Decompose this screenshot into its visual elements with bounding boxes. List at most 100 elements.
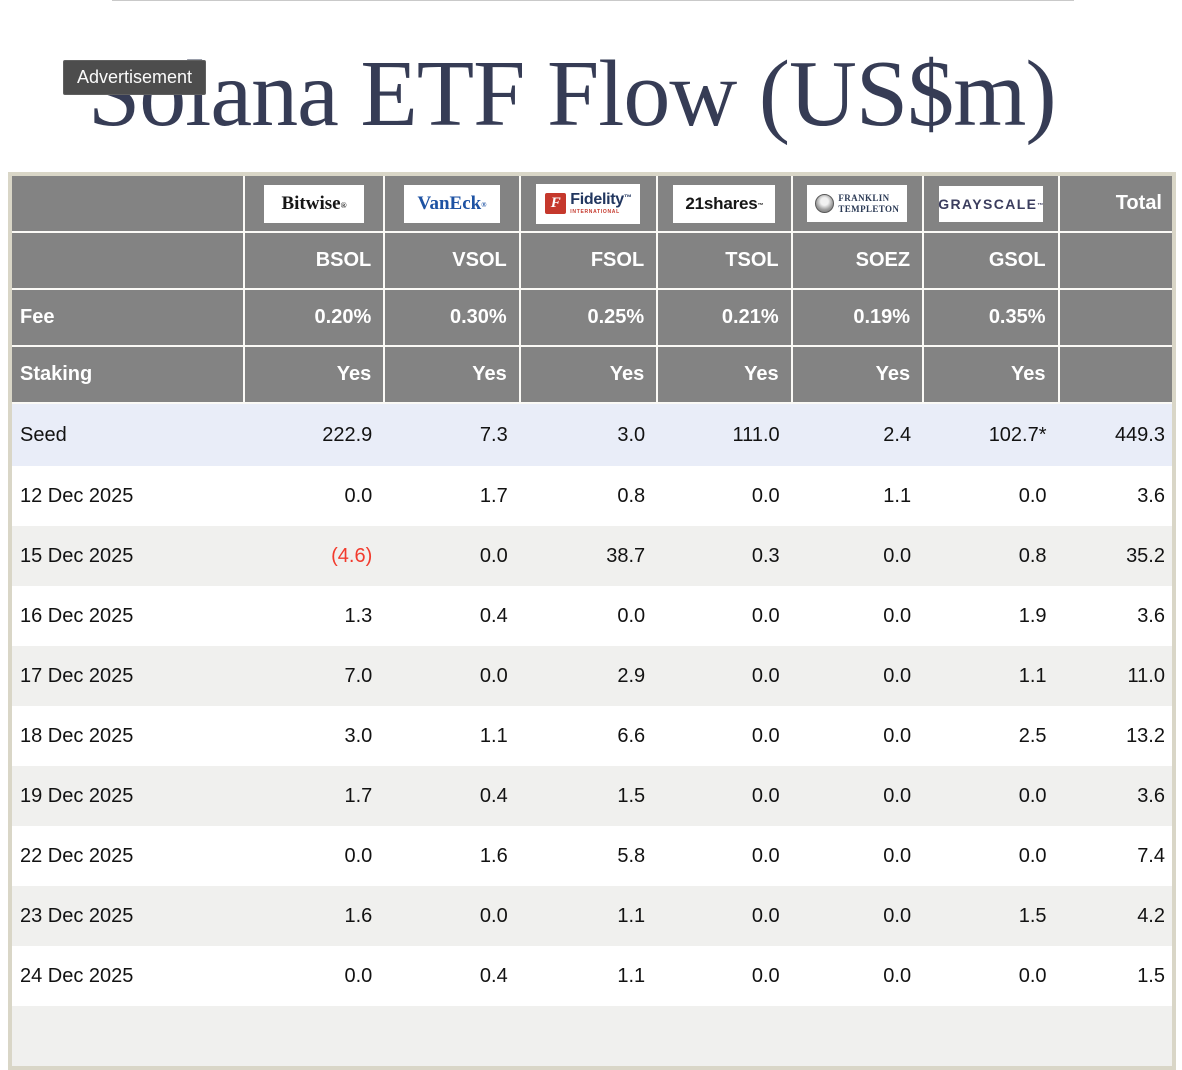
vaneck-logo: VanEck ® (403, 184, 500, 223)
value-cell: 1.7 (243, 766, 385, 826)
value-cell: 0.30% (383, 288, 521, 347)
value-cell: Yes (242, 345, 386, 404)
total-cell: 7.4 (1058, 826, 1174, 886)
value-cell: Yes (790, 345, 925, 404)
value-cell: 0.0 (519, 586, 658, 646)
value-cell: Yes (922, 345, 1060, 404)
value-cell: 2.9 (519, 646, 658, 706)
value-cell: 0.0 (657, 946, 792, 1006)
value-cell: 0.0 (791, 526, 924, 586)
value-cell: 0.0 (243, 946, 385, 1006)
provider-cell-21shares: 21shares ™ (656, 173, 793, 233)
fidelity-logo-subtext: INTERNATIONAL (570, 209, 620, 215)
franklin-logo-line2: TEMPLETON (838, 203, 900, 214)
value-cell: 7.3 (384, 403, 520, 466)
provider-cell-vaneck: VanEck ® (383, 173, 521, 233)
total-cell (1057, 231, 1176, 290)
value-cell: SOEZ (790, 231, 925, 290)
value-cell: 0.21% (656, 288, 793, 347)
total-cell (1057, 288, 1176, 347)
value-cell: 6.6 (519, 706, 658, 766)
value-cell: 0.20% (242, 288, 386, 347)
value-cell: 0.19% (790, 288, 925, 347)
value-cell: 0.25% (518, 288, 659, 347)
advertisement-badge: Advertisement (63, 60, 207, 95)
value-cell: 0.4 (384, 766, 520, 826)
value-cell: BSOL (242, 231, 386, 290)
corner-cell (9, 173, 245, 233)
value-cell: 102.7* (923, 403, 1059, 466)
provider-cell-bitwise: Bitwise ® (242, 173, 386, 233)
franklin-logo-line1: FRANKLIN (838, 192, 890, 203)
value-cell: 2.5 (923, 706, 1059, 766)
provider-cell-fidelity: F Fidelity™ INTERNATIONAL (518, 173, 659, 233)
total-cell: 449.3 (1058, 403, 1174, 466)
value-cell: 0.35% (922, 288, 1060, 347)
row-label: 22 Dec 2025 (10, 826, 244, 886)
row-label: 23 Dec 2025 (10, 886, 244, 946)
flow-row: 16 Dec 2025 1.3 0.4 0.0 0.0 0.0 1.9 3.6 (10, 586, 1174, 646)
bitwise-logo-text: Bitwise (281, 192, 341, 214)
value-cell: 0.0 (657, 886, 792, 946)
fee-row: Fee 0.20% 0.30% 0.25% 0.21% 0.19% 0.35% (9, 288, 1176, 347)
page-title: Solana ETF Flow (US$m) (88, 41, 1057, 146)
flow-row: 12 Dec 2025 0.0 1.7 0.8 0.0 1.1 0.0 3.6 (10, 466, 1174, 526)
negative-value: (4.6) (331, 544, 373, 567)
total-column-header: Total (1057, 173, 1176, 233)
flow-row: 17 Dec 2025 7.0 0.0 2.9 0.0 0.0 1.1 11.0 (10, 646, 1174, 706)
value-cell (519, 1006, 658, 1068)
value-cell: 0.0 (384, 646, 520, 706)
value-cell: (4.6) (243, 526, 385, 586)
ticker-row: BSOL VSOL FSOL TSOL SOEZ GSOL (9, 231, 1176, 290)
registered-mark-icon: ® (481, 201, 487, 209)
row-label: 16 Dec 2025 (10, 586, 244, 646)
value-cell: Yes (518, 345, 659, 404)
value-cell: 1.6 (384, 826, 520, 886)
row-label (9, 231, 245, 290)
value-cell: 1.6 (243, 886, 385, 946)
total-cell: 1.5 (1058, 946, 1174, 1006)
row-label: 18 Dec 2025 (10, 706, 244, 766)
value-cell: 0.0 (791, 706, 924, 766)
value-cell: 1.1 (791, 466, 924, 526)
21shares-logo: 21shares ™ (673, 184, 776, 223)
flow-row: 18 Dec 2025 3.0 1.1 6.6 0.0 0.0 2.5 13.2 (10, 706, 1174, 766)
21shares-logo-text: 21shares (685, 193, 758, 213)
value-cell: 1.1 (384, 706, 520, 766)
fidelity-f-icon: F (545, 193, 567, 214)
provider-cell-grayscale: GRAYSCALE ™ (922, 173, 1060, 233)
value-cell: 1.1 (519, 946, 658, 1006)
total-cell: 11.0 (1058, 646, 1174, 706)
value-cell: 0.0 (791, 586, 924, 646)
value-cell: 2.4 (791, 403, 924, 466)
value-cell: 1.1 (923, 646, 1059, 706)
value-cell: 0.0 (657, 586, 792, 646)
value-cell: 0.0 (384, 526, 520, 586)
logo-header-row: Bitwise ® VanEck ® F Fidelity™ INTERNATION… (9, 173, 1176, 233)
value-cell: FSOL (518, 231, 659, 290)
provider-cell-franklin-templeton: FRANKLIN TEMPLETON (790, 173, 925, 233)
value-cell: 0.0 (791, 826, 924, 886)
value-cell: 0.0 (657, 826, 792, 886)
value-cell: TSOL (656, 231, 793, 290)
row-label: 24 Dec 2025 (10, 946, 244, 1006)
fidelity-logo: F Fidelity™ INTERNATIONAL (536, 183, 641, 224)
value-cell: 7.0 (243, 646, 385, 706)
value-cell: 0.0 (657, 706, 792, 766)
value-cell: 0.4 (384, 946, 520, 1006)
value-cell: 0.0 (791, 946, 924, 1006)
value-cell (243, 1006, 385, 1068)
row-label (10, 1006, 244, 1068)
total-cell: 35.2 (1058, 526, 1174, 586)
total-cell (1058, 1006, 1174, 1068)
value-cell: Yes (383, 345, 521, 404)
total-cell: 4.2 (1058, 886, 1174, 946)
total-cell: 3.6 (1058, 586, 1174, 646)
franklin-emblem-icon (815, 194, 835, 213)
value-cell: 1.9 (923, 586, 1059, 646)
value-cell: 38.7 (519, 526, 658, 586)
value-cell: 0.0 (384, 886, 520, 946)
etf-flow-table-container: Bitwise ® VanEck ® F Fidelity™ INTERNATION… (8, 172, 1176, 1070)
value-cell (923, 1006, 1059, 1068)
value-cell: 0.0 (243, 466, 385, 526)
